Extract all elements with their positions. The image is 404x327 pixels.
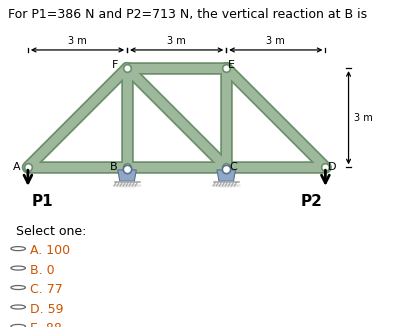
Text: 3 m: 3 m	[167, 36, 186, 46]
Text: Select one:: Select one:	[16, 225, 86, 238]
Text: For P1=386 N and P2=713 N, the vertical reaction at B is: For P1=386 N and P2=713 N, the vertical …	[8, 8, 367, 21]
Text: B: B	[110, 162, 118, 172]
Text: 3 m: 3 m	[267, 36, 285, 46]
Ellipse shape	[211, 183, 241, 187]
Text: F: F	[112, 60, 118, 71]
Text: E. 88: E. 88	[30, 322, 62, 327]
Text: B. 0: B. 0	[30, 264, 55, 277]
Polygon shape	[217, 170, 236, 181]
Text: C. 77: C. 77	[30, 283, 63, 296]
Text: P1: P1	[31, 195, 53, 209]
Text: 3 m: 3 m	[354, 113, 372, 123]
Text: E: E	[228, 60, 235, 71]
Text: P2: P2	[300, 195, 322, 209]
Polygon shape	[118, 170, 136, 181]
Text: D: D	[328, 162, 337, 172]
Ellipse shape	[112, 183, 142, 187]
Text: A: A	[13, 162, 21, 172]
Text: 3 m: 3 m	[68, 36, 87, 46]
Text: A. 100: A. 100	[30, 244, 70, 257]
Text: D. 59: D. 59	[30, 302, 64, 316]
Text: C: C	[229, 162, 237, 172]
